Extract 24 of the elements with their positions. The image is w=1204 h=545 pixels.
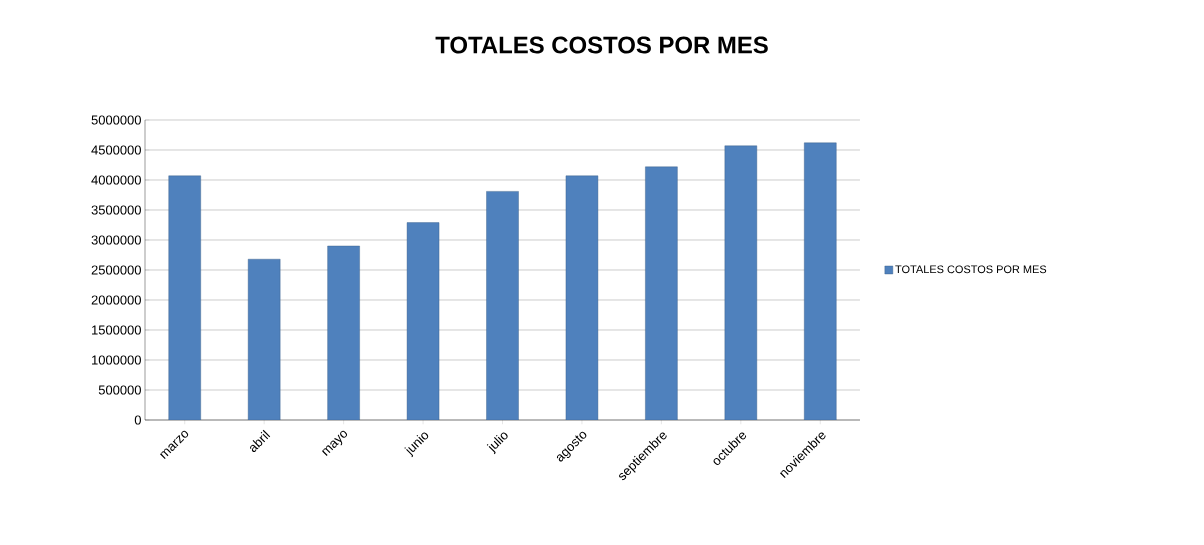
y-tick-label: 1000000 [92,355,141,365]
legend-label: TOTALES COSTOS POR MES [895,265,1047,274]
bar [486,191,519,420]
bar [247,259,281,420]
bar [327,245,360,420]
y-tick-label: 2500000 [91,265,141,275]
x-tick-label: julio [486,432,508,455]
y-tick-label: 4000000 [91,175,141,185]
y-tick-label: 3500000 [91,205,141,215]
y-tick-label: 1500000 [92,325,141,335]
y-tick-label: 5000000 [91,115,141,125]
bar [724,145,758,420]
y-tick-label: 0 [134,415,141,425]
bar [565,175,599,420]
chart-title: TOTALES COSTOS POR MES [435,36,768,54]
bar [168,175,201,420]
bar [804,142,837,420]
y-tick-label: 3000000 [91,235,141,245]
y-tick-label: 4500000 [91,145,141,155]
bar [645,166,678,420]
x-tick-label: abril [250,429,271,453]
y-tick-label: 500000 [98,385,141,395]
y-tick-label: 2000000 [91,295,141,305]
bar [406,222,440,420]
